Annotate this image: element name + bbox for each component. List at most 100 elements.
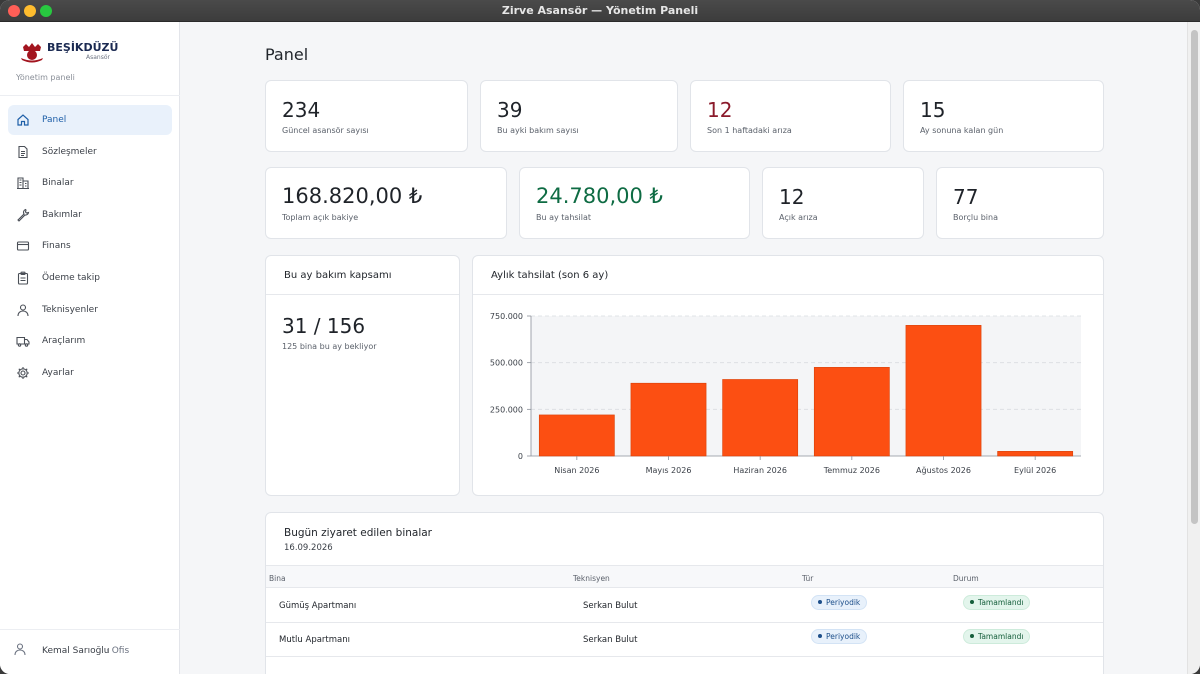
bar: [905, 325, 982, 457]
monthly-collection-chart: 0 250.000 500.000 750.000 Nisan 2026 Mayıs 20…: [490, 312, 1081, 475]
sidebar-item-label: Finans: [42, 241, 71, 252]
sidebar-item-sozlesmeler[interactable]: Sözleşmeler: [8, 137, 172, 167]
title-bar: Zirve Asansör — Yönetim Paneli: [0, 0, 1200, 22]
stat-label: Borçlu bina: [953, 213, 999, 222]
bar: [538, 414, 615, 457]
sidebar-item-label: Binalar: [42, 178, 74, 189]
main-scrollbar[interactable]: [1187, 22, 1200, 674]
status-badge: Tamamlandı: [963, 595, 1031, 610]
visits-card: Bugün ziyaret edilen binalar 16.09.2026 …: [265, 512, 1104, 674]
stat-value: 12: [779, 185, 805, 209]
stat-card-borclu-bina: 77 Borçlu bina: [936, 167, 1104, 239]
bar: [722, 379, 799, 457]
bar: [630, 382, 707, 457]
sidebar-item-label: Ayarlar: [42, 367, 74, 378]
home-icon: [16, 113, 30, 127]
cell-teknisyen: Serkan Bulut: [583, 635, 638, 645]
stat-card-acik-bakiye: 168.820,00 ₺ Toplam açık bakiye: [265, 167, 507, 239]
coverage-value: 31 / 156: [282, 314, 366, 338]
wrench-icon: [16, 208, 30, 222]
cell-bina: Gümüş Apartmanı: [279, 601, 357, 611]
stat-value: 234: [282, 98, 321, 122]
truck-icon: [16, 334, 30, 348]
zoom-window-button[interactable]: [40, 5, 52, 17]
sidebar-item-teknisyenler[interactable]: Teknisyenler: [8, 295, 172, 325]
x-tick-label: Temmuz 2026: [823, 466, 880, 475]
stat-label: Açık arıza: [779, 213, 818, 222]
close-window-button[interactable]: [8, 5, 20, 17]
y-tick-label: 0: [518, 452, 523, 461]
sidebar-user-divider: [0, 629, 180, 630]
sidebar-item-label: Bakımlar: [42, 209, 82, 220]
column-header-tur[interactable]: Tür: [802, 574, 814, 583]
x-tick-label: Ağustos 2026: [916, 466, 971, 475]
card-header: Aylık tahsilat (son 6 ay): [473, 256, 1103, 295]
sidebar-item-panel[interactable]: Panel: [8, 105, 172, 135]
x-tick-label: Mayıs 2026: [646, 466, 692, 475]
table-row[interactable]: Gümüş Apartmanı Serkan Bulut Periyodik T…: [266, 589, 1103, 623]
gear-icon: [16, 366, 30, 380]
stat-card-bakim: 39 Bu ayki bakım sayısı: [480, 80, 678, 152]
coverage-subtext: 125 bina bu ay bekliyor: [282, 342, 377, 351]
cell-bina: Mutlu Apartmanı: [279, 635, 350, 645]
sidebar-subtitle: Yönetim paneli: [16, 73, 75, 82]
sidebar-item-label: Sözleşmeler: [42, 146, 97, 157]
type-badge: Periyodik: [811, 595, 868, 610]
y-tick-label: 500.000: [490, 359, 523, 368]
stat-value: 168.820,00 ₺: [282, 184, 423, 208]
sidebar-item-bakimlar[interactable]: Bakımlar: [8, 200, 172, 230]
card-title: Bu ay bakım kapsamı: [284, 270, 392, 281]
stat-label: Güncel asansör sayısı: [282, 126, 369, 135]
stat-card-asansor: 234 Güncel asansör sayısı: [265, 80, 468, 152]
current-user-role: · Ofis: [106, 646, 130, 656]
minimize-window-button[interactable]: [24, 5, 36, 17]
stat-value: 77: [953, 185, 979, 209]
stat-label: Bu ayki bakım sayısı: [497, 126, 579, 135]
table-row[interactable]: Mutlu Apartmanı Serkan Bulut Periyodik T…: [266, 623, 1103, 657]
column-header-teknisyen[interactable]: Teknisyen: [573, 574, 610, 583]
sidebar-item-label: Panel: [42, 115, 67, 125]
document-icon: [16, 145, 30, 159]
x-tick-label: Nisan 2026: [554, 466, 599, 475]
sidebar-divider: [0, 95, 180, 96]
visits-date: 16.09.2026: [284, 543, 333, 553]
scrollbar-thumb[interactable]: [1191, 30, 1198, 524]
stat-label: Toplam açık bakiye: [282, 213, 359, 222]
card-title: Bugün ziyaret edilen binalar: [284, 527, 432, 539]
stat-label: Ay sonuna kalan gün: [920, 126, 1004, 135]
sidebar-item-ayarlar[interactable]: Ayarlar: [8, 358, 172, 388]
sidebar-item-araclarim[interactable]: Araçlarım: [8, 326, 172, 356]
company-logo: BEŞİKDÜZÜ Asansör: [20, 38, 120, 64]
x-tick-label: Haziran 2026: [733, 466, 787, 475]
current-user-name[interactable]: Kemal Sarıoğlu: [42, 646, 110, 656]
column-header-bina[interactable]: Bina: [269, 574, 286, 583]
clipboard-icon: [16, 271, 30, 285]
stat-label: Bu ay tahsilat: [536, 213, 592, 222]
table-header: Bina Teknisyen Tür Durum: [266, 565, 1103, 588]
building-icon: [16, 176, 30, 190]
cell-teknisyen: Serkan Bulut: [583, 601, 638, 611]
page-title: Panel: [265, 45, 309, 64]
bar: [813, 367, 890, 457]
sidebar-item-finans[interactable]: Finans: [8, 231, 172, 261]
main-content: Panel 234 Güncel asansör sayısı 39 Bu ay…: [181, 22, 1187, 674]
stat-card-ariza-hafta: 12 Son 1 haftadaki arıza: [690, 80, 891, 152]
sidebar-nav: Panel Sözleşmeler Binalar Bakımlar Finan…: [8, 105, 172, 389]
stat-value: 15: [920, 98, 946, 122]
logo-text: BEŞİKDÜZÜ: [47, 40, 118, 54]
user-icon: [16, 303, 30, 317]
type-badge: Periyodik: [811, 629, 868, 644]
sidebar-item-binalar[interactable]: Binalar: [8, 168, 172, 198]
plot-area: [531, 316, 1081, 456]
coverage-card: Bu ay bakım kapsamı 31 / 156 125 bina bu…: [265, 255, 460, 496]
status-badge: Tamamlandı: [963, 629, 1031, 644]
sidebar-item-odeme-takip[interactable]: Ödeme takip: [8, 263, 172, 293]
window-title: Zirve Asansör — Yönetim Paneli: [501, 4, 699, 17]
stat-value: 24.780,00 ₺: [536, 184, 663, 208]
user-icon: [13, 641, 27, 656]
sidebar-item-label: Teknisyenler: [42, 304, 98, 315]
card-title: Aylık tahsilat (son 6 ay): [491, 270, 609, 281]
column-header-durum[interactable]: Durum: [953, 574, 979, 583]
chart-card: Aylık tahsilat (son 6 ay) 0 250.000 500.00…: [472, 255, 1104, 496]
